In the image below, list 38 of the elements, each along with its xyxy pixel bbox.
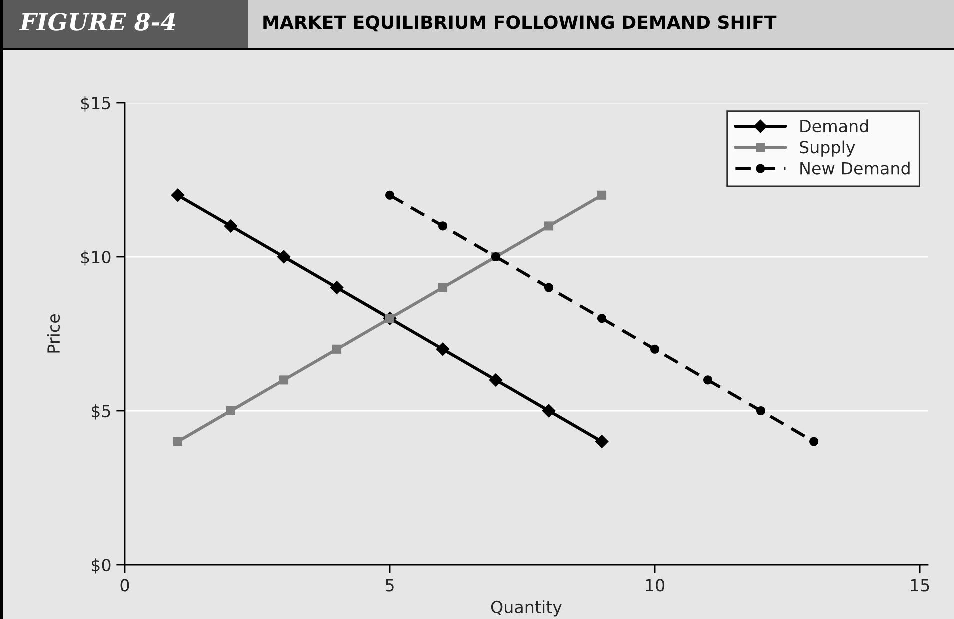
point — [810, 437, 819, 446]
point — [173, 437, 183, 446]
chart-title: FIGURE 8-4 — [19, 12, 176, 31]
point — [489, 373, 503, 388]
y-axis-title: Price — [47, 314, 60, 353]
point — [544, 283, 554, 292]
x-axis-title: Quantity — [491, 600, 562, 617]
point — [704, 376, 713, 385]
point — [756, 406, 766, 416]
x-tick-label: 10 — [646, 579, 665, 592]
legend-label: Demand — [800, 120, 868, 133]
point — [330, 280, 344, 295]
point — [277, 250, 291, 264]
y-tick-label: $15 — [81, 96, 110, 112]
point — [438, 222, 448, 231]
x-tick-label: 15 — [911, 579, 930, 592]
point — [650, 344, 660, 354]
point — [224, 219, 238, 234]
point — [386, 190, 395, 200]
point — [226, 406, 236, 416]
point — [279, 376, 289, 385]
legend-label: Supply — [800, 140, 856, 157]
y-tick-label: $0 — [92, 558, 111, 574]
y-tick-label: $10 — [81, 250, 111, 266]
point — [544, 222, 554, 231]
legend-label: New Demand — [800, 162, 910, 175]
x-tick-label: 5 — [386, 579, 394, 592]
point — [436, 342, 450, 356]
point — [598, 314, 607, 324]
point — [595, 434, 609, 449]
point — [332, 344, 342, 354]
y-tick-label: $5 — [92, 404, 110, 420]
point — [438, 283, 448, 292]
x-tick-label: 0 — [120, 579, 130, 592]
point — [598, 190, 607, 200]
point — [542, 404, 556, 418]
point — [171, 188, 185, 202]
chart-subtitle: MARKET EQUILIBRIUM FOLLOWING DEMAND SHIFT — [264, 16, 777, 32]
